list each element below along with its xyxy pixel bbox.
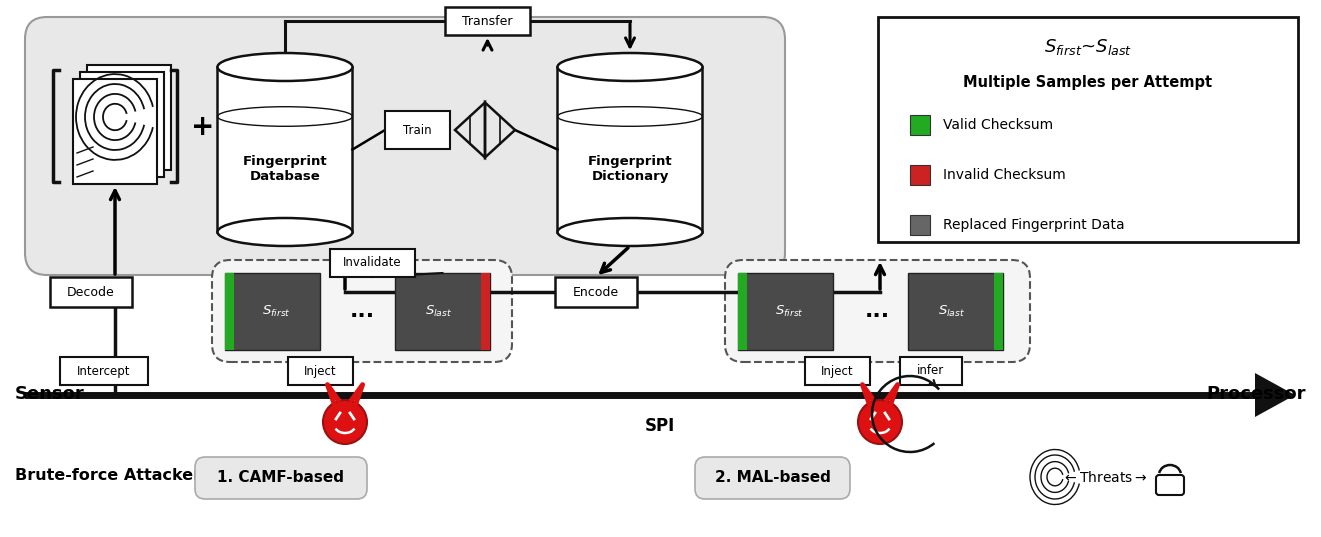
Text: Encode: Encode bbox=[573, 286, 620, 299]
Text: Invalidate: Invalidate bbox=[343, 257, 402, 270]
Text: $S_{first}$: $S_{first}$ bbox=[775, 304, 804, 319]
Ellipse shape bbox=[557, 218, 703, 246]
Text: 1. CAMF-based: 1. CAMF-based bbox=[218, 470, 345, 485]
Circle shape bbox=[859, 400, 902, 444]
Text: Brute-force Attacker:: Brute-force Attacker: bbox=[15, 468, 207, 483]
Text: Replaced Fingerprint Data: Replaced Fingerprint Data bbox=[943, 218, 1124, 232]
FancyBboxPatch shape bbox=[725, 260, 1030, 362]
Text: 2. MAL-based: 2. MAL-based bbox=[715, 470, 831, 485]
FancyBboxPatch shape bbox=[25, 17, 785, 275]
Bar bbox=[557, 67, 703, 232]
Text: Processor: Processor bbox=[1206, 385, 1306, 403]
Ellipse shape bbox=[218, 53, 353, 81]
Bar bbox=[910, 115, 930, 135]
Text: Inject: Inject bbox=[822, 365, 853, 378]
Bar bbox=[481, 273, 490, 350]
Text: $S_{last}$: $S_{last}$ bbox=[425, 304, 452, 319]
Bar bbox=[218, 67, 353, 232]
Text: ...: ... bbox=[865, 301, 890, 321]
Text: Fingerprint
Database: Fingerprint Database bbox=[243, 155, 328, 183]
Bar bbox=[225, 273, 320, 350]
Bar bbox=[81, 72, 164, 177]
Bar bbox=[395, 273, 490, 350]
Bar bbox=[738, 273, 834, 350]
Polygon shape bbox=[1255, 373, 1295, 417]
Bar bbox=[225, 273, 234, 350]
FancyBboxPatch shape bbox=[196, 457, 367, 499]
Ellipse shape bbox=[218, 218, 353, 246]
Text: $S_{last}$: $S_{last}$ bbox=[938, 304, 966, 319]
Text: SPI: SPI bbox=[645, 417, 675, 435]
Text: $\leftarrow$Threats$\rightarrow$: $\leftarrow$Threats$\rightarrow$ bbox=[1062, 469, 1148, 484]
Text: Invalid Checksum: Invalid Checksum bbox=[943, 168, 1066, 182]
Bar bbox=[330, 249, 415, 277]
Bar bbox=[73, 79, 157, 184]
Bar bbox=[908, 273, 1003, 350]
Bar bbox=[993, 273, 1003, 350]
FancyBboxPatch shape bbox=[211, 260, 513, 362]
Bar bbox=[804, 357, 871, 385]
Text: Decode: Decode bbox=[67, 286, 115, 299]
Bar bbox=[900, 357, 962, 385]
Text: Inject: Inject bbox=[304, 365, 337, 378]
Text: $S_{first}$~$S_{last}$: $S_{first}$~$S_{last}$ bbox=[1044, 37, 1132, 57]
Text: +: + bbox=[192, 113, 215, 141]
Text: Sensor: Sensor bbox=[15, 385, 85, 403]
Text: $S_{first}$: $S_{first}$ bbox=[262, 304, 291, 319]
Circle shape bbox=[324, 400, 367, 444]
Text: infer: infer bbox=[917, 365, 945, 378]
Bar bbox=[738, 273, 746, 350]
FancyBboxPatch shape bbox=[1156, 475, 1184, 495]
Text: Valid Checksum: Valid Checksum bbox=[943, 118, 1053, 132]
Bar bbox=[87, 65, 170, 170]
Ellipse shape bbox=[557, 53, 703, 81]
Bar bbox=[50, 277, 132, 307]
Bar bbox=[910, 165, 930, 185]
Bar bbox=[384, 111, 450, 149]
Text: Fingerprint
Dictionary: Fingerprint Dictionary bbox=[588, 155, 672, 183]
Text: Train: Train bbox=[403, 124, 432, 136]
Text: ...: ... bbox=[350, 301, 375, 321]
Bar bbox=[445, 7, 530, 35]
Bar bbox=[910, 215, 930, 235]
Text: Intercept: Intercept bbox=[77, 365, 131, 378]
Bar bbox=[59, 357, 148, 385]
Bar bbox=[555, 277, 637, 307]
Text: Transfer: Transfer bbox=[462, 14, 513, 27]
FancyBboxPatch shape bbox=[695, 457, 849, 499]
Bar bbox=[878, 17, 1299, 242]
Text: Multiple Samples per Attempt: Multiple Samples per Attempt bbox=[963, 75, 1213, 90]
Bar bbox=[288, 357, 353, 385]
